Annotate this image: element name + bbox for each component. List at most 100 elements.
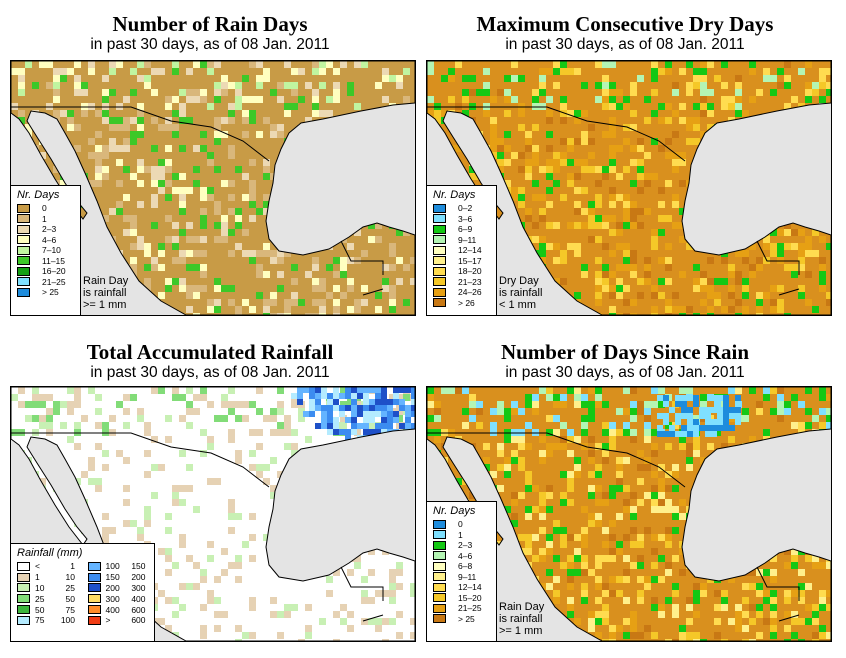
legend-row: > 25 (427, 614, 496, 625)
rain-days-note: Rain Day is rainfall >= 1 mm (83, 275, 128, 311)
legend-swatch (17, 277, 30, 287)
legend-row: 150 200 (87, 572, 151, 583)
legend-swatch (433, 572, 446, 582)
legend-label: 24–26 (458, 287, 482, 298)
legend-swatch (433, 224, 446, 234)
legend-swatch (87, 594, 101, 604)
legend-label-low: 75 (35, 615, 45, 626)
legend-row: 21–25 (427, 603, 496, 614)
panel-3-subtitle: in past 30 days, as of 08 Jan. 2011 (90, 364, 330, 381)
legend-label: 12–14 (458, 582, 482, 593)
panel-4-subtitle: in past 30 days, as of 08 Jan. 2011 (505, 364, 745, 381)
rainfall-legend-grid: <1 100 150 1 10 150 200 10 25 200 300 25 50 300 400 50 7… (11, 561, 154, 626)
days-since-rain-note-line: >= 1 mm (499, 625, 543, 637)
legend-swatch (433, 540, 446, 550)
legend-row: 9–11 (427, 572, 496, 583)
days-since-rain-legend-title: Nr. Days (433, 505, 476, 517)
legend-swatch (433, 298, 446, 308)
legend-row: 4–6 (11, 235, 80, 246)
legend-swatch (17, 287, 30, 297)
legend-label-high: 200 (131, 572, 146, 583)
legend-swatch (433, 593, 446, 603)
legend-label: 7–10 (42, 245, 61, 256)
rain-days-note-line: >= 1 mm (83, 299, 127, 311)
legend-row: 9–11 (427, 235, 496, 246)
legend-label: 21–25 (42, 276, 66, 287)
legend-swatch (17, 203, 30, 213)
legend-row: 0 (11, 203, 80, 214)
legend-label-high: 400 (131, 593, 146, 604)
legend-label: 11–15 (42, 255, 66, 266)
legend-swatch (17, 615, 30, 625)
legend-row: 3–6 (427, 214, 496, 225)
legend-label-high: 1 (70, 561, 75, 572)
country-borders (427, 61, 831, 315)
days-since-rain-map-canvas (427, 387, 831, 641)
legend-swatch (17, 583, 30, 593)
panel-2-subtitle: in past 30 days, as of 08 Jan. 2011 (505, 36, 745, 53)
legend-label: 12–14 (458, 245, 482, 256)
dry-days-legend: Nr. Days 0–2 3–6 6–9 9–11 12–14 15–17 18–20 21–… (427, 185, 497, 315)
legend-row: 50 75 (17, 604, 80, 615)
legend-label-high: 10 (65, 572, 75, 583)
rain-days-legend-rows: 0 1 2–3 4–6 7–10 11–15 16–20 21–25 > 25 (11, 203, 80, 298)
country-borders (11, 387, 415, 641)
days-since-rain-note-line: Rain Day (499, 601, 545, 613)
legend-swatch (433, 603, 446, 613)
legend-label: 15–20 (458, 592, 482, 603)
legend-label-high: 100 (60, 615, 75, 626)
country-borders (11, 61, 415, 315)
legend-label: 9–11 (458, 234, 477, 245)
legend-label: 100 150 (106, 561, 146, 571)
panel-1-title: Number of Rain Days (112, 12, 308, 36)
legend-row: 21–23 (427, 277, 496, 288)
legend-row: 0 (427, 519, 496, 530)
days-since-rain-map: Nr. Days 0 1 2–3 4–6 6–8 9–11 12–14 15–20 21–25 >… (426, 386, 832, 642)
legend-row: > 26 (427, 298, 496, 309)
legend-swatch (433, 256, 446, 266)
legend-swatch (433, 277, 446, 287)
legend-row: 1 (11, 214, 80, 225)
legend-swatch (17, 256, 30, 266)
legend-swatch (87, 572, 101, 582)
dry-days-note-line: is rainfall (499, 287, 543, 299)
legend-label: > 26 (458, 297, 475, 308)
rain-days-note-line: Rain Day (83, 275, 129, 287)
dry-days-legend-title: Nr. Days (433, 189, 476, 201)
legend-label: 4–6 (458, 550, 473, 561)
legend-swatch (87, 605, 101, 615)
legend-swatch (17, 561, 30, 571)
legend-label: 4–6 (42, 234, 57, 245)
rain-days-map-canvas (11, 61, 415, 315)
panel-2-title: Maximum Consecutive Dry Days (476, 12, 774, 36)
legend-row: 12–14 (427, 245, 496, 256)
legend-row: >600 (87, 615, 151, 626)
rainfall-legend: Rainfall (mm) <1 100 150 1 10 150 200 10 25 200 30… (11, 543, 155, 641)
dry-days-note-line: Dry Day (499, 275, 539, 287)
legend-swatch (433, 582, 446, 592)
legend-label: 2–3 (42, 224, 57, 235)
legend-label: 200 300 (106, 583, 146, 593)
legend-label: >600 (106, 615, 146, 625)
legend-row: 15–17 (427, 256, 496, 267)
legend-row: > 25 (11, 287, 80, 298)
rainfall-map: Rainfall (mm) <1 100 150 1 10 150 200 10 25 200 30… (10, 386, 416, 642)
legend-label-low: 300 (105, 593, 120, 604)
legend-label-low: 25 (35, 593, 45, 604)
legend-label: 50 75 (35, 605, 75, 615)
legend-swatch (433, 519, 446, 529)
legend-label-low: 400 (105, 604, 120, 615)
legend-row: 1 10 (17, 572, 80, 583)
legend-row: 10 25 (17, 583, 80, 594)
days-since-rain-legend: Nr. Days 0 1 2–3 4–6 6–8 9–11 12–14 15–20 21–25 >… (427, 501, 497, 641)
panel-4-title: Number of Days Since Rain (500, 340, 750, 364)
panel-3-title: Total Accumulated Rainfall (86, 340, 334, 364)
legend-row: 4–6 (427, 551, 496, 562)
legend-row: 25 50 (17, 593, 80, 604)
legend-label: 6–8 (458, 561, 473, 572)
legend-label: 400 600 (106, 605, 146, 615)
legend-swatch (17, 572, 30, 582)
rain-days-legend: Nr. Days 0 1 2–3 4–6 7–10 11–15 16–20 21–25 > 25 (11, 185, 81, 315)
legend-label-low: 200 (105, 582, 120, 593)
legend-swatch (17, 214, 30, 224)
